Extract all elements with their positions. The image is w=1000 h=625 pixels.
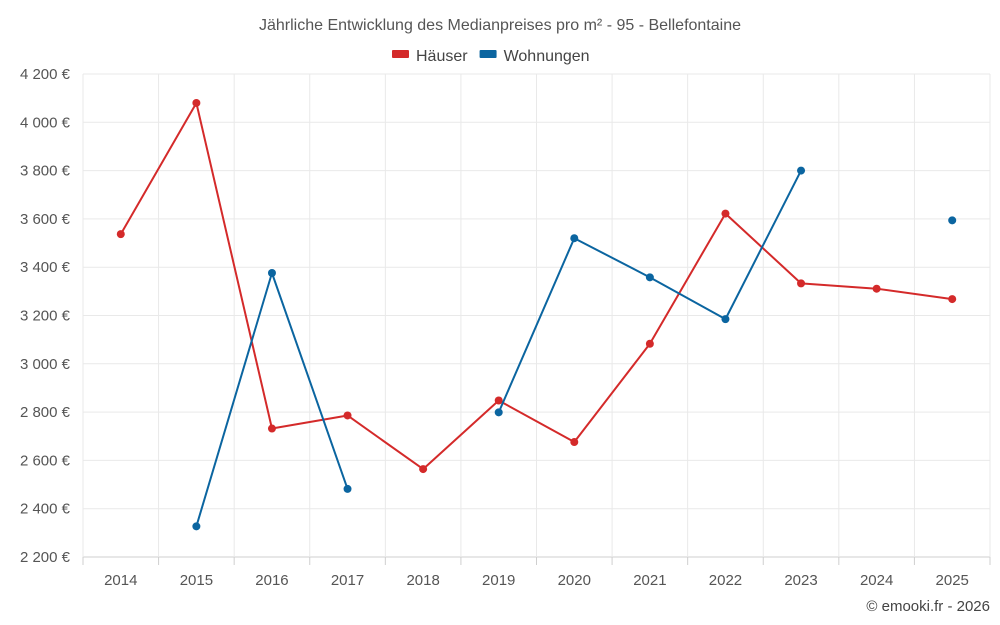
legend-label: Wohnungen <box>504 48 590 65</box>
y-tick-label: 2 400 € <box>20 501 71 518</box>
x-tick-label: 2020 <box>558 572 591 589</box>
y-tick-label: 3 800 € <box>20 163 71 180</box>
y-tick-label: 3 200 € <box>20 308 71 325</box>
data-point[interactable] <box>494 408 503 417</box>
legend-item[interactable]: Wohnungen <box>479 48 590 65</box>
legend-label: Häuser <box>416 48 468 65</box>
data-point[interactable] <box>494 396 503 405</box>
y-axis: 2 200 € 2 400 € 2 600 € 2 800 € 3 000 € 3 200… <box>20 66 71 566</box>
x-tick-label: 2023 <box>784 572 817 589</box>
data-point[interactable] <box>116 230 125 239</box>
x-tick-label: 2021 <box>633 572 666 589</box>
data-point[interactable] <box>343 484 352 493</box>
legend-item[interactable]: Häuser <box>392 48 468 65</box>
data-point[interactable] <box>570 438 579 447</box>
series-group <box>116 98 957 531</box>
legend: Häuser Wohnungen <box>392 48 590 65</box>
series-line <box>119 101 953 471</box>
data-point[interactable] <box>721 209 730 218</box>
x-tick-label: 2015 <box>180 572 213 589</box>
x-axis: 2014 2015 2016 2017 2018 2019 2020 2021 2022 2023… <box>104 572 969 589</box>
y-tick-label: 2 600 € <box>20 452 71 469</box>
x-tick-label: 2022 <box>709 572 742 589</box>
x-tick-label: 2019 <box>482 572 515 589</box>
y-tick-label: 3 400 € <box>20 259 71 276</box>
x-tick-label: 2018 <box>406 572 439 589</box>
series-line <box>195 271 349 527</box>
y-tick-label: 4 000 € <box>20 114 71 131</box>
data-point[interactable] <box>645 339 654 348</box>
data-point[interactable] <box>267 268 276 277</box>
series-line <box>497 170 802 413</box>
x-tick-label: 2017 <box>331 572 364 589</box>
data-point[interactable] <box>267 424 276 433</box>
gridlines <box>82 73 991 565</box>
y-tick-label: 2 200 € <box>20 549 71 566</box>
chart-title: Jährliche Entwicklung des Medianpreises … <box>259 17 741 34</box>
data-point[interactable] <box>721 315 730 324</box>
data-point[interactable] <box>797 166 806 175</box>
data-point[interactable] <box>192 522 201 531</box>
data-point[interactable] <box>570 234 579 243</box>
series-haeuser <box>116 98 957 474</box>
data-point[interactable] <box>948 216 957 225</box>
y-tick-label: 3 000 € <box>20 356 71 373</box>
data-point[interactable] <box>872 284 881 293</box>
data-point[interactable] <box>645 273 654 282</box>
y-tick-label: 4 200 € <box>20 66 71 83</box>
data-point[interactable] <box>192 98 201 107</box>
data-point[interactable] <box>797 279 806 288</box>
x-tick-label: 2024 <box>860 572 893 589</box>
x-tick-label: 2025 <box>936 572 969 589</box>
data-point[interactable] <box>419 465 428 474</box>
x-tick-label: 2016 <box>255 572 288 589</box>
data-point[interactable] <box>343 411 352 420</box>
data-point[interactable] <box>948 295 957 304</box>
credit-text: © emooki.fr - 2026 <box>866 598 990 615</box>
y-tick-label: 3 600 € <box>20 211 71 228</box>
x-tick-label: 2014 <box>104 572 137 589</box>
legend-swatch <box>392 50 409 58</box>
series-wohnungen <box>192 166 957 531</box>
y-tick-label: 2 800 € <box>20 404 71 421</box>
legend-swatch <box>479 50 497 58</box>
